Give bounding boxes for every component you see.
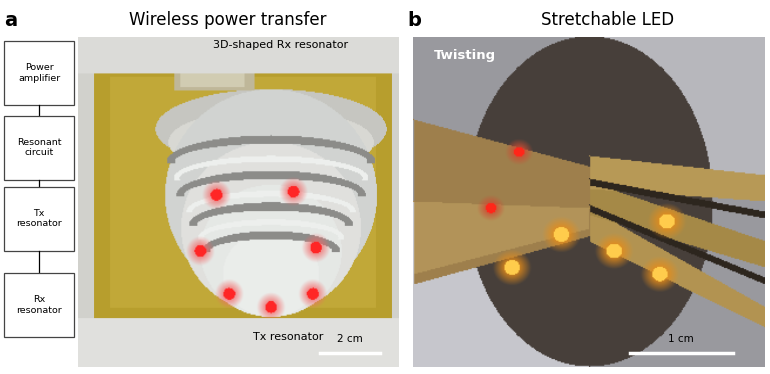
Text: Resonant
circuit: Resonant circuit: [17, 138, 62, 157]
Text: 3D-shaped Rx resonator: 3D-shaped Rx resonator: [213, 40, 348, 50]
FancyBboxPatch shape: [4, 187, 74, 251]
Text: 1 cm: 1 cm: [668, 334, 695, 344]
Text: Rx
resonator: Rx resonator: [16, 295, 62, 315]
Text: Tx resonator: Tx resonator: [253, 332, 323, 341]
Text: Stretchable LED: Stretchable LED: [541, 11, 674, 29]
Text: a: a: [4, 11, 17, 30]
FancyBboxPatch shape: [4, 273, 74, 337]
Text: Twisting: Twisting: [434, 49, 496, 62]
FancyBboxPatch shape: [4, 41, 74, 105]
FancyBboxPatch shape: [4, 116, 74, 180]
Text: 2 cm: 2 cm: [337, 334, 363, 344]
Text: Wireless power transfer: Wireless power transfer: [129, 11, 327, 29]
Text: b: b: [408, 11, 422, 30]
Text: Tx
resonator: Tx resonator: [16, 209, 62, 229]
Text: Power
amplifier: Power amplifier: [18, 63, 60, 83]
